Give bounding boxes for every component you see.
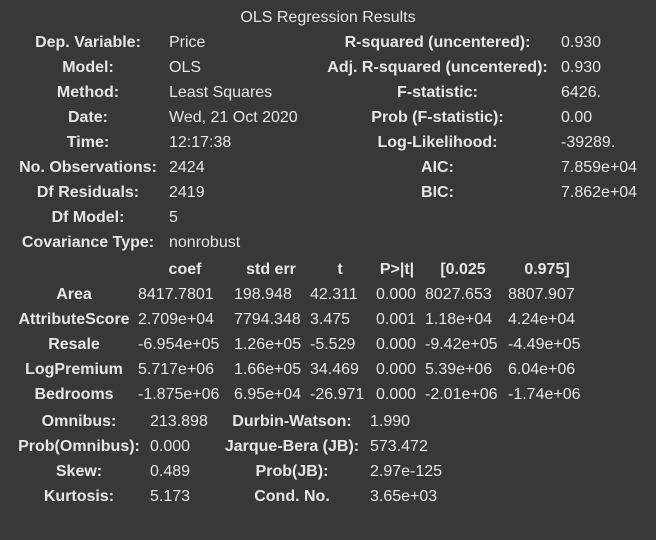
coef-cell-lo: -9.42e+05 bbox=[425, 336, 498, 353]
coef-cell-coef: 5.717e+06 bbox=[138, 361, 215, 378]
summary-value-right: 0.930 bbox=[561, 34, 602, 51]
summary-value-left: nonrobust bbox=[169, 234, 241, 251]
summary-value-right: 6426. bbox=[561, 84, 602, 101]
coef-column-header: P>|t| bbox=[379, 261, 415, 278]
coef-cell-t: 42.311 bbox=[310, 286, 358, 303]
diag-label-left: Skew: bbox=[55, 463, 103, 480]
coef-cell-hi: 6.04e+06 bbox=[508, 361, 576, 378]
summary-value-left: 12:17:38 bbox=[169, 134, 232, 151]
diag-label-right: Jarque-Bera (JB): bbox=[224, 438, 360, 455]
coef-cell-p: 0.000 bbox=[376, 336, 417, 353]
diag-label-left: Prob(Omnibus): bbox=[18, 438, 140, 455]
coef-cell-hi: -4.49e+05 bbox=[508, 336, 581, 353]
coef-cell-lo: -2.01e+06 bbox=[425, 386, 498, 403]
summary-label-right: F-statistic: bbox=[397, 84, 478, 101]
summary-label-left: Dep. Variable: bbox=[35, 34, 141, 51]
coef-cell-stderr: 1.66e+05 bbox=[234, 361, 302, 378]
summary-value-left: 2419 bbox=[169, 184, 205, 201]
summary-label-left: Time: bbox=[66, 134, 110, 151]
coef-cell-p: 0.001 bbox=[376, 311, 417, 328]
coef-cell-p: 0.000 bbox=[376, 361, 417, 378]
diag-value-right: 573.472 bbox=[370, 438, 428, 455]
summary-label-left: Covariance Type: bbox=[21, 234, 155, 251]
summary-value-left: OLS bbox=[169, 59, 202, 76]
summary-label-left: Method: bbox=[56, 84, 120, 101]
summary-label-left: Df Residuals: bbox=[36, 184, 140, 201]
diag-label-left: Kurtosis: bbox=[43, 488, 115, 505]
summary-label-left: Df Model: bbox=[51, 209, 125, 226]
summary-label-right: AIC: bbox=[421, 159, 454, 176]
summary-value-left: Wed, 21 Oct 2020 bbox=[169, 109, 298, 126]
diag-value-left: 0.489 bbox=[150, 463, 191, 480]
coef-cell-stderr: 6.95e+04 bbox=[234, 386, 302, 403]
summary-label-right: BIC: bbox=[421, 184, 454, 201]
coef-cell-lo: 8027.653 bbox=[425, 286, 492, 303]
coef-column-header: std err bbox=[246, 261, 296, 278]
coef-cell-coef: 2.709e+04 bbox=[138, 311, 215, 328]
coef-row-name: Resale bbox=[48, 336, 100, 353]
summary-label-right: Prob (F-statistic): bbox=[371, 109, 504, 126]
coef-cell-p: 0.000 bbox=[376, 386, 417, 403]
coef-cell-t: -5.529 bbox=[310, 336, 356, 353]
diag-value-right: 1.990 bbox=[370, 413, 411, 430]
coef-cell-hi: 8807.907 bbox=[508, 286, 575, 303]
diag-label-right: Cond. No. bbox=[254, 488, 330, 505]
summary-value-right: 7.862e+04 bbox=[561, 184, 638, 201]
coef-cell-t: 3.475 bbox=[310, 311, 351, 328]
diag-value-left: 5.173 bbox=[150, 488, 191, 505]
coef-cell-lo: 1.18e+04 bbox=[425, 311, 493, 328]
summary-value-right: 0.930 bbox=[561, 59, 602, 76]
summary-label-left: No. Observations: bbox=[19, 159, 157, 176]
coef-cell-lo: 5.39e+06 bbox=[425, 361, 493, 378]
summary-value-left: Least Squares bbox=[169, 84, 273, 101]
coef-cell-stderr: 198.948 bbox=[234, 286, 292, 303]
coef-column-header: coef bbox=[168, 261, 202, 278]
coef-cell-t: -26.971 bbox=[310, 386, 365, 403]
summary-value-left: Price bbox=[169, 34, 206, 51]
summary-value-right: -39289. bbox=[561, 134, 616, 151]
coef-row-name: Bedrooms bbox=[34, 386, 114, 403]
coef-column-header: t bbox=[337, 261, 343, 278]
coef-cell-t: 34.469 bbox=[310, 361, 359, 378]
coef-cell-stderr: 7794.348 bbox=[234, 311, 301, 328]
coef-cell-coef: -6.954e+05 bbox=[138, 336, 220, 353]
diag-label-right: Durbin-Watson: bbox=[232, 413, 352, 430]
diag-value-left: 213.898 bbox=[150, 413, 208, 430]
coef-row-name: AttributeScore bbox=[18, 311, 130, 328]
summary-label-left: Model: bbox=[62, 59, 114, 76]
diag-value-right: 3.65e+03 bbox=[370, 488, 438, 505]
coef-row-name: LogPremium bbox=[25, 361, 123, 378]
coef-row-name: Area bbox=[56, 286, 92, 303]
coef-cell-stderr: 1.26e+05 bbox=[234, 336, 302, 353]
coef-cell-coef: 8417.7801 bbox=[138, 286, 214, 303]
coef-cell-hi: 4.24e+04 bbox=[508, 311, 576, 328]
summary-label-right: Adj. R-squared (uncentered): bbox=[327, 59, 548, 76]
summary-value-left: 2424 bbox=[169, 159, 205, 176]
results-title: OLS Regression Results bbox=[240, 9, 416, 26]
coef-column-header: 0.975] bbox=[524, 261, 570, 278]
summary-label-left: Date: bbox=[67, 109, 108, 126]
summary-label-right: Log-Likelihood: bbox=[377, 134, 498, 151]
summary-value-left: 5 bbox=[169, 209, 178, 226]
summary-value-right: 0.00 bbox=[561, 109, 593, 126]
summary-label-right: R-squared (uncentered): bbox=[344, 34, 531, 51]
diag-value-left: 0.000 bbox=[150, 438, 191, 455]
coef-cell-coef: -1.875e+06 bbox=[138, 386, 220, 403]
diag-value-right: 2.97e-125 bbox=[370, 463, 443, 480]
coef-cell-hi: -1.74e+06 bbox=[508, 386, 581, 403]
summary-value-right: 7.859e+04 bbox=[561, 159, 638, 176]
diag-label-left: Omnibus: bbox=[41, 413, 117, 430]
coef-column-header: [0.025 bbox=[440, 261, 486, 278]
coef-cell-p: 0.000 bbox=[376, 286, 417, 303]
diag-label-right: Prob(JB): bbox=[255, 463, 329, 480]
